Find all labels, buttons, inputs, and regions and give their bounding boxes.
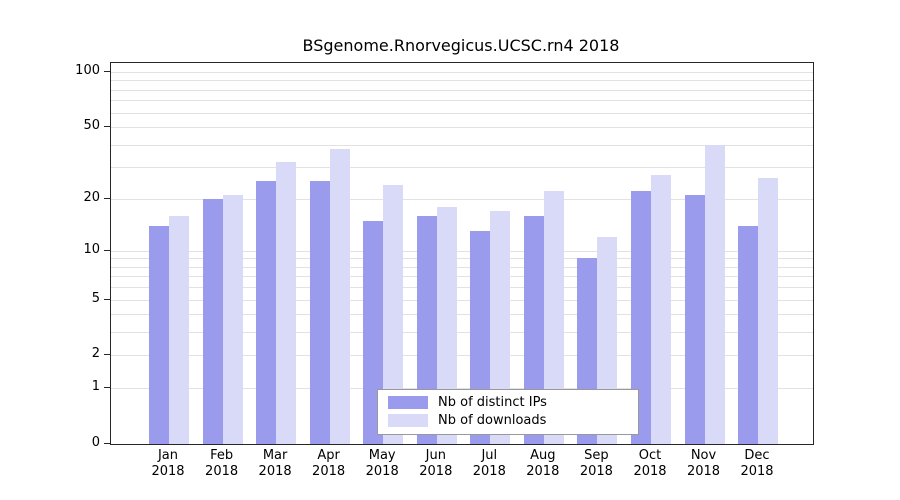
y-tick-label: 20 [83, 189, 100, 205]
gridline [111, 258, 813, 260]
y-tick-mark [104, 126, 110, 128]
gridline [111, 314, 813, 316]
x-tick-year: 2018 [633, 464, 667, 479]
bar-downloads [704, 144, 725, 444]
y-tick-mark [104, 354, 110, 356]
x-tick-month: Mar [262, 448, 288, 463]
y-tick-label: 2 [91, 346, 100, 362]
x-tick-month: Sep [584, 448, 609, 463]
x-tick-year: 2018 [258, 464, 292, 479]
bar-downloads [276, 162, 297, 444]
x-tick-month: Jun [425, 448, 446, 463]
x-tick-month: Jan [157, 448, 179, 463]
legend-label-distinct-ips: Nb of distinct IPs [438, 395, 547, 410]
y-tick-mark [104, 197, 110, 199]
gridline [111, 332, 813, 334]
y-tick-mark [104, 71, 110, 72]
y-tick-mark [104, 443, 110, 444]
bar-downloads [543, 191, 564, 444]
x-tick-month: Oct [638, 448, 662, 463]
gridline [111, 100, 813, 102]
x-tick-month: Feb [210, 448, 234, 463]
bar-downloads [222, 194, 243, 444]
bar-distinct-ips [523, 215, 544, 444]
plot-area [110, 62, 814, 445]
x-tick-month: Jul [481, 448, 498, 463]
x-tick-year: 2018 [365, 464, 399, 479]
x-tick-year: 2018 [526, 464, 560, 479]
x-tick-month: Nov [690, 448, 717, 463]
bar-downloads [329, 148, 350, 444]
gridline [111, 89, 813, 91]
bar-distinct-ips [309, 181, 330, 444]
gridline [111, 127, 813, 129]
x-tick-year: 2018 [205, 464, 239, 479]
gridline [111, 167, 813, 169]
gridline [111, 80, 813, 82]
bar-distinct-ips [738, 225, 758, 444]
x-tick-year: 2018 [686, 464, 721, 479]
x-tick-year: 2018 [579, 464, 613, 479]
x-tick-month: May [368, 448, 396, 463]
gridline [111, 355, 813, 357]
gridline [111, 266, 813, 268]
bar-downloads [758, 178, 778, 444]
y-tick-label: 0 [91, 435, 100, 450]
y-tick-mark [104, 298, 110, 300]
gridline [111, 388, 813, 390]
bar-distinct-ips [202, 198, 223, 444]
bar-downloads [383, 184, 404, 444]
legend-swatch-downloads [388, 414, 428, 427]
gridline [111, 276, 813, 278]
gridline [111, 72, 813, 73]
gridline [111, 112, 813, 114]
gridline [111, 198, 813, 200]
gridline [111, 287, 813, 289]
x-tick-year: 2018 [472, 464, 506, 479]
bar-distinct-ips [256, 181, 277, 444]
x-tick-year: 2018 [312, 464, 346, 479]
bar-distinct-ips [416, 215, 437, 444]
y-tick-label: 1 [91, 379, 100, 395]
bar-downloads [436, 206, 457, 444]
bar-distinct-ips [363, 220, 384, 444]
x-tick-year: 2018 [419, 464, 453, 479]
legend-swatch-distinct-ips [388, 396, 428, 409]
x-tick-year: 2018 [151, 464, 185, 479]
legend: Nb of distinct IPs Nb of downloads [377, 389, 639, 435]
chart-title: BSgenome.Rnorvegicus.UCSC.rn4 2018 [302, 36, 620, 55]
legend-item-downloads: Nb of downloads [388, 413, 628, 428]
x-tick-month: Dec [744, 448, 770, 463]
y-tick-label: 10 [83, 241, 100, 257]
bar-distinct-ips [631, 191, 651, 444]
y-tick-label: 100 [75, 63, 100, 78]
bar-downloads [651, 175, 671, 444]
x-tick-month: Aug [530, 448, 556, 463]
bar-downloads [169, 215, 189, 444]
y-tick-label: 50 [83, 118, 100, 134]
x-tick-year: 2018 [740, 464, 774, 479]
bar-distinct-ips [684, 194, 705, 444]
bar-distinct-ips [149, 225, 169, 444]
legend-item-distinct-ips: Nb of distinct IPs [388, 395, 628, 410]
gridline [111, 250, 813, 252]
bar-downloads [490, 211, 511, 444]
legend-label-downloads: Nb of downloads [438, 413, 547, 428]
gridline [111, 144, 813, 146]
y-tick-label: 5 [91, 290, 100, 306]
gridline [111, 299, 813, 301]
y-tick-mark [104, 249, 110, 251]
y-tick-mark [104, 387, 110, 389]
x-tick-month: Apr [317, 448, 340, 463]
